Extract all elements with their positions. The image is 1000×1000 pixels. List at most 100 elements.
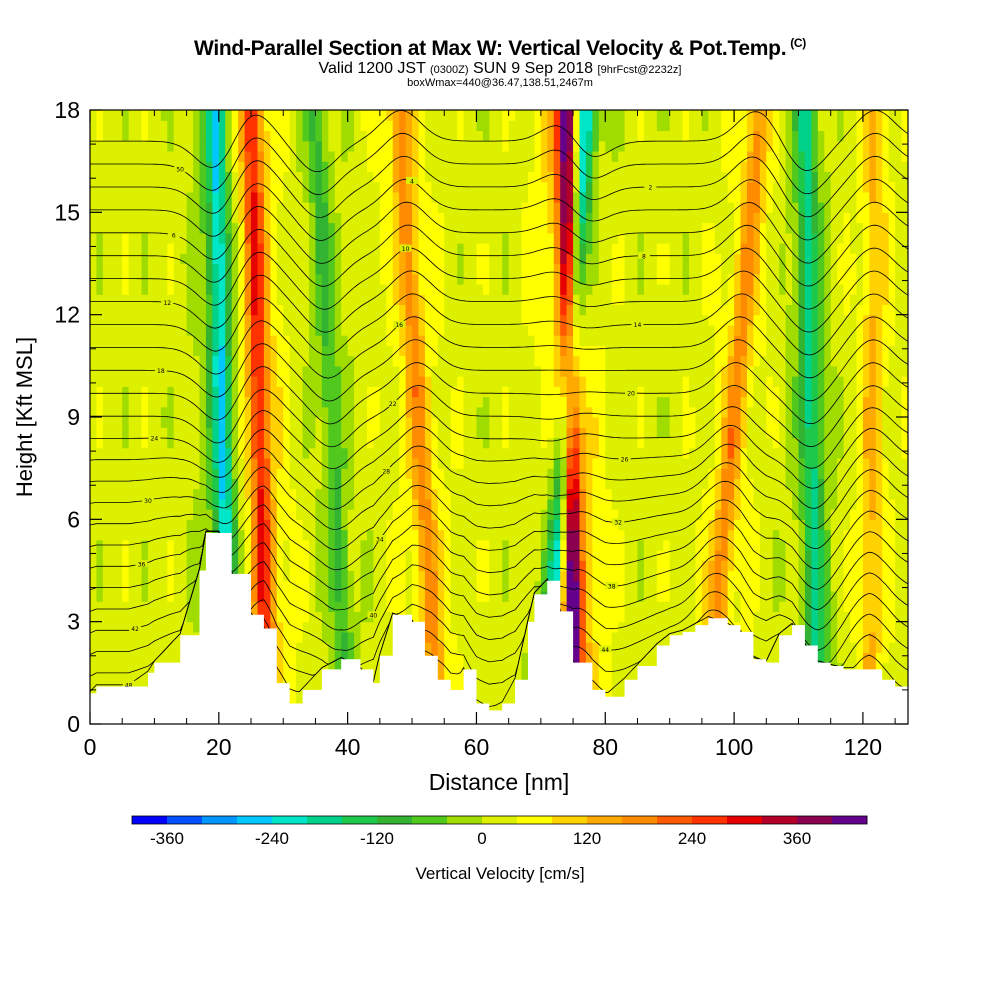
velocity-cell bbox=[147, 365, 156, 377]
velocity-cell bbox=[321, 529, 329, 541]
velocity-cell bbox=[869, 365, 877, 377]
velocity-cell bbox=[772, 488, 780, 500]
velocity-cell bbox=[354, 355, 362, 367]
velocity-cell bbox=[637, 529, 645, 541]
velocity-cell bbox=[811, 498, 819, 510]
velocity-cell bbox=[128, 539, 136, 551]
velocity-cell bbox=[792, 345, 800, 357]
velocity-cell bbox=[360, 324, 368, 336]
velocity-cell bbox=[618, 324, 626, 336]
velocity-cell bbox=[901, 631, 908, 643]
velocity-cell bbox=[457, 509, 465, 520]
velocity-cell bbox=[547, 550, 555, 561]
velocity-cell bbox=[360, 478, 368, 490]
velocity-cell bbox=[296, 621, 304, 633]
velocity-cell bbox=[515, 590, 523, 602]
velocity-cell bbox=[283, 335, 291, 346]
velocity-cell bbox=[611, 488, 619, 500]
velocity-cell bbox=[354, 324, 362, 336]
velocity-cell bbox=[444, 478, 452, 490]
velocity-cell bbox=[560, 601, 568, 613]
velocity-cell bbox=[437, 580, 445, 592]
velocity-cell bbox=[676, 519, 684, 531]
velocity-cell bbox=[817, 355, 825, 367]
velocity-cell bbox=[147, 376, 156, 387]
velocity-cell bbox=[341, 355, 349, 367]
velocity-cell bbox=[727, 417, 735, 428]
velocity-cell bbox=[141, 519, 149, 531]
velocity-cell bbox=[656, 345, 664, 357]
velocity-cell bbox=[354, 457, 362, 469]
velocity-cell bbox=[437, 478, 445, 490]
velocity-cell bbox=[463, 539, 471, 551]
velocity-cell bbox=[721, 550, 729, 561]
velocity-cell bbox=[882, 570, 890, 582]
velocity-cell bbox=[360, 519, 368, 531]
velocity-cell bbox=[399, 601, 407, 613]
velocity-cell bbox=[534, 447, 542, 459]
velocity-cell bbox=[495, 447, 503, 459]
velocity-cell bbox=[785, 621, 793, 633]
velocity-cell bbox=[444, 519, 452, 531]
velocity-cell bbox=[579, 539, 587, 551]
velocity-cell bbox=[837, 355, 845, 367]
velocity-cell bbox=[592, 345, 600, 357]
velocity-cell bbox=[276, 396, 284, 408]
velocity-cell bbox=[373, 365, 381, 377]
velocity-cell bbox=[457, 324, 465, 336]
velocity-cell bbox=[173, 560, 181, 572]
velocity-cell bbox=[824, 611, 832, 623]
velocity-cell bbox=[289, 427, 297, 439]
velocity-cell bbox=[850, 396, 858, 408]
velocity-cell bbox=[193, 519, 201, 531]
velocity-cell bbox=[540, 335, 548, 346]
velocity-cell bbox=[850, 447, 858, 459]
velocity-cell bbox=[515, 437, 523, 449]
velocity-cell bbox=[721, 447, 729, 459]
velocity-cell bbox=[534, 355, 542, 367]
velocity-cell bbox=[205, 509, 213, 520]
velocity-cell bbox=[560, 355, 568, 367]
velocity-cell bbox=[128, 396, 136, 408]
velocity-cell bbox=[566, 509, 574, 520]
velocity-cell bbox=[373, 539, 381, 551]
velocity-cell bbox=[135, 406, 143, 418]
velocity-cell bbox=[482, 672, 490, 684]
velocity-cell bbox=[289, 621, 297, 633]
velocity-cell bbox=[276, 355, 284, 367]
velocity-cell bbox=[102, 488, 110, 500]
velocity-cell bbox=[592, 437, 600, 449]
velocity-cell bbox=[785, 386, 793, 398]
velocity-cell bbox=[128, 580, 136, 592]
velocity-cell bbox=[270, 457, 278, 469]
velocity-cell bbox=[360, 631, 368, 643]
velocity-cell bbox=[263, 550, 271, 561]
velocity-cell bbox=[843, 498, 851, 510]
velocity-cell bbox=[289, 683, 297, 694]
velocity-cell bbox=[392, 570, 400, 582]
velocity-cell bbox=[405, 376, 413, 387]
velocity-cell bbox=[643, 509, 651, 520]
velocity-cell bbox=[199, 529, 207, 541]
velocity-cell bbox=[573, 560, 581, 572]
velocity-cell bbox=[798, 570, 806, 582]
velocity-cell bbox=[470, 642, 478, 653]
velocity-cell bbox=[115, 478, 123, 490]
velocity-cell bbox=[418, 488, 426, 500]
velocity-cell bbox=[437, 355, 445, 367]
velocity-cell bbox=[373, 488, 381, 500]
velocity-cell bbox=[238, 457, 246, 469]
velocity-cell bbox=[721, 345, 729, 357]
velocity-cell bbox=[122, 519, 130, 531]
velocity-cell bbox=[850, 509, 858, 520]
velocity-cell bbox=[238, 314, 246, 326]
velocity-cell bbox=[631, 652, 639, 664]
velocity-cell bbox=[895, 539, 903, 551]
velocity-cell bbox=[882, 417, 890, 428]
velocity-cell bbox=[624, 437, 632, 449]
velocity-cell bbox=[160, 376, 168, 387]
velocity-cell bbox=[734, 335, 742, 346]
velocity-cell bbox=[843, 509, 851, 520]
velocity-cell bbox=[856, 662, 864, 674]
velocity-cell bbox=[598, 631, 606, 643]
